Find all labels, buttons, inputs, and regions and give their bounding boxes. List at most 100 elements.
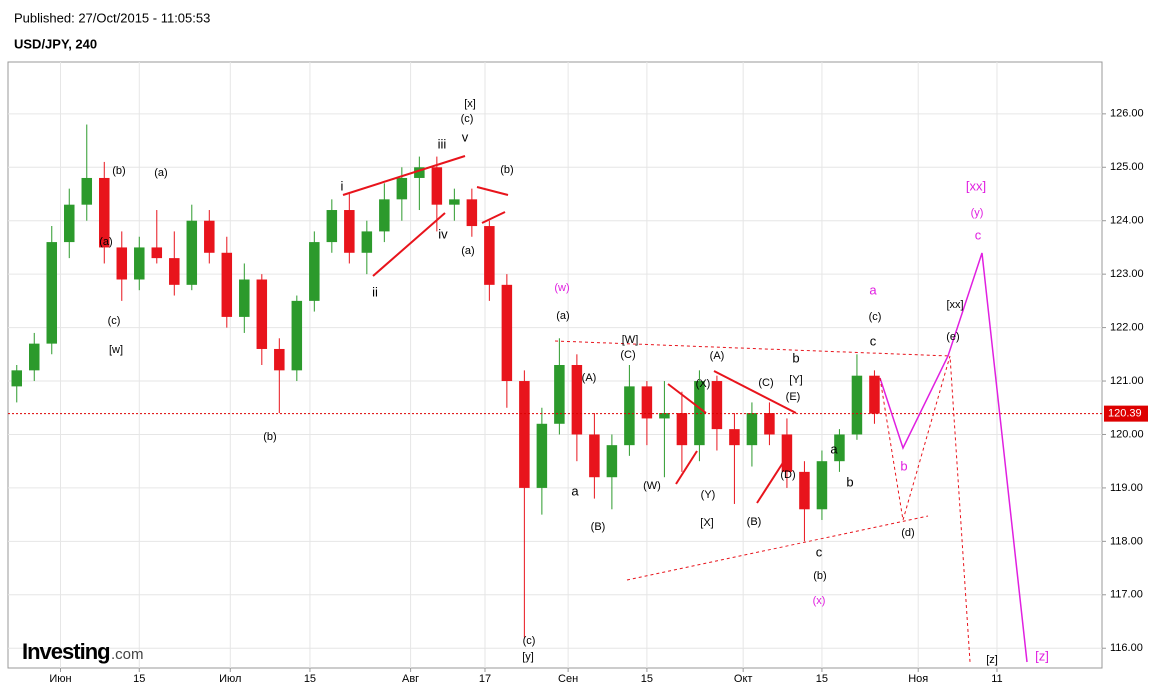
wave-label: (b) (500, 164, 513, 176)
candle-body (239, 279, 250, 317)
x-tick-label: Июн (49, 673, 71, 685)
y-tick-label: 123.00 (1110, 268, 1144, 280)
candle-body (309, 242, 320, 301)
y-tick-label: 119.00 (1110, 482, 1143, 494)
candle-body (606, 445, 618, 478)
candle-body (676, 413, 688, 446)
wave-label: b (792, 350, 799, 365)
candle-body (799, 471, 810, 510)
x-tick-label: Авг (402, 673, 419, 685)
candle-body (99, 177, 110, 248)
candle-body (134, 247, 145, 280)
wave-label: [Y] (789, 374, 802, 386)
wave-label: (b) (112, 165, 125, 177)
wave-label: (d) (901, 527, 914, 539)
candle-body (256, 279, 268, 349)
x-tick-label: 15 (133, 673, 145, 685)
y-tick-label: 125.00 (1110, 161, 1144, 173)
wave-label: (B) (747, 516, 762, 528)
candle-body (326, 210, 338, 243)
wave-label: (a) (99, 236, 112, 248)
candle-body (589, 434, 600, 478)
wave-label: (W) (643, 480, 661, 492)
wave-label: c (975, 227, 982, 242)
candle-body (834, 434, 845, 462)
candle-body (221, 252, 233, 317)
wave-label: (a) (461, 245, 474, 257)
candle-body (169, 258, 180, 285)
wave-label: (C) (620, 349, 635, 361)
candle-body (659, 413, 670, 419)
wave-label: (a) (556, 310, 569, 322)
candle-body (46, 242, 58, 344)
wave-label: (y) (971, 207, 984, 219)
candle-body (554, 365, 565, 424)
wave-label: (X) (696, 378, 711, 390)
candle-body (186, 220, 198, 285)
candle-body (729, 429, 740, 446)
candle-body (361, 231, 373, 253)
wave-label: [X] (700, 517, 713, 529)
candle-body (536, 423, 548, 488)
wave-label: ii (372, 284, 378, 299)
x-tick-label: 15 (816, 673, 828, 685)
wave-label: (b) (263, 431, 276, 443)
wave-label: b (846, 474, 853, 489)
candle-body (816, 461, 828, 510)
last-price-box (1104, 405, 1148, 422)
candle-body (151, 247, 163, 259)
wave-label: (e) (946, 331, 959, 343)
wave-label: [xx] (946, 299, 963, 311)
wave-label: [y] (522, 651, 534, 663)
wave-label: [z] (986, 654, 998, 666)
wave-label: c (870, 333, 877, 348)
wave-label: (c) (869, 311, 882, 323)
x-tick-label: Сен (558, 673, 578, 685)
wave-label: c (816, 544, 823, 559)
candle-body (641, 386, 653, 419)
wave-label: a (571, 483, 579, 498)
y-tick-label: 122.00 (1110, 321, 1144, 333)
wave-label: (x) (813, 595, 826, 607)
y-tick-label: 118.00 (1110, 535, 1143, 547)
candle-body (851, 375, 863, 435)
candle-body (64, 204, 75, 243)
wave-label: (b) (813, 570, 826, 582)
candle-body (291, 300, 303, 371)
wave-label: b (900, 458, 907, 473)
candle-body (466, 199, 478, 227)
candle-body (711, 381, 723, 430)
plot-frame (7, 61, 1103, 669)
wave-label: [xx] (966, 178, 986, 193)
candle-body (484, 226, 495, 285)
wave-label: [x] (464, 98, 476, 110)
wave-label: a (869, 282, 877, 297)
x-tick-label: 11 (991, 673, 1002, 685)
y-tick-label: 124.00 (1110, 215, 1144, 227)
candle-body (449, 199, 460, 205)
candle-body (29, 343, 40, 371)
wave-label: (Y) (701, 489, 716, 501)
candle-body (781, 434, 793, 472)
candle-body (869, 375, 880, 414)
candle-body (11, 370, 23, 387)
wave-label: (c) (108, 315, 121, 327)
candle-body (571, 365, 583, 435)
wave-label: [W] (622, 334, 639, 346)
logo-brand: Investing (22, 639, 110, 664)
y-tick-label: 120.00 (1110, 428, 1144, 440)
x-tick-label: 15 (304, 673, 316, 685)
logo-suffix: .com (111, 646, 144, 663)
x-tick-label: Июл (219, 673, 241, 685)
y-tick-label: 121.00 (1110, 375, 1144, 387)
wave-label: (D) (780, 469, 795, 481)
wave-label: (a) (154, 167, 167, 179)
wave-label: (C) (758, 377, 773, 389)
wave-label: iv (438, 226, 448, 241)
wave-label: i (341, 178, 344, 193)
candle-body (764, 413, 775, 435)
y-tick-label: 126.00 (1110, 108, 1144, 120)
candle-body (116, 247, 128, 280)
candle-body (414, 167, 425, 178)
